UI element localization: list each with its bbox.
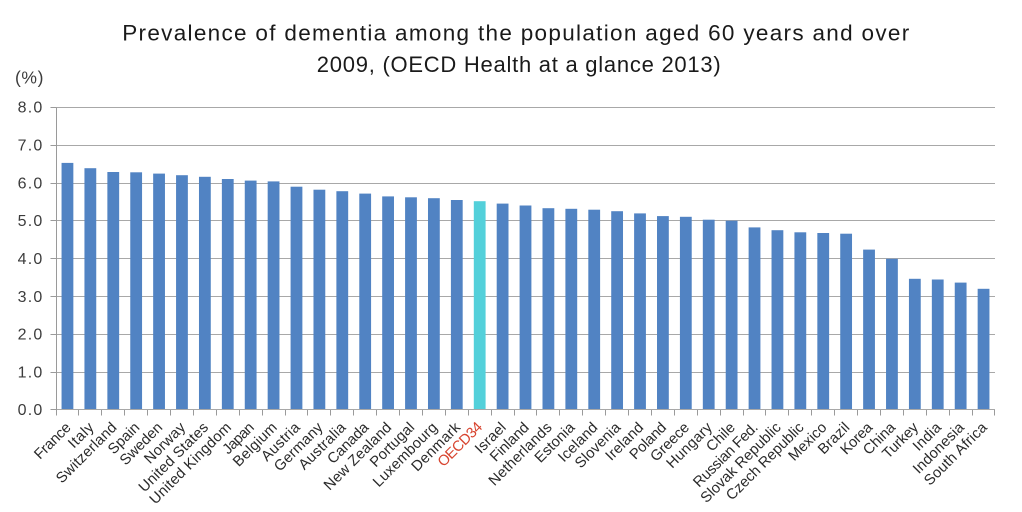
svg-text:8.0: 8.0	[18, 100, 44, 117]
svg-text:2.0: 2.0	[18, 327, 44, 344]
svg-text:6.0: 6.0	[18, 175, 44, 192]
svg-text:3.0: 3.0	[18, 289, 44, 306]
svg-text:7.0: 7.0	[18, 138, 44, 155]
svg-text:Prevalence of dementia among t: Prevalence of dementia among the populat…	[122, 21, 910, 46]
svg-text:5.0: 5.0	[18, 213, 44, 230]
svg-text:4.0: 4.0	[18, 251, 44, 268]
svg-text:0.0: 0.0	[18, 402, 44, 419]
svg-text:1.0: 1.0	[18, 364, 44, 381]
svg-text:2009, (OECD Health at a glance: 2009, (OECD Health at a glance 2013)	[317, 52, 721, 77]
svg-text:(%): (%)	[15, 68, 44, 88]
